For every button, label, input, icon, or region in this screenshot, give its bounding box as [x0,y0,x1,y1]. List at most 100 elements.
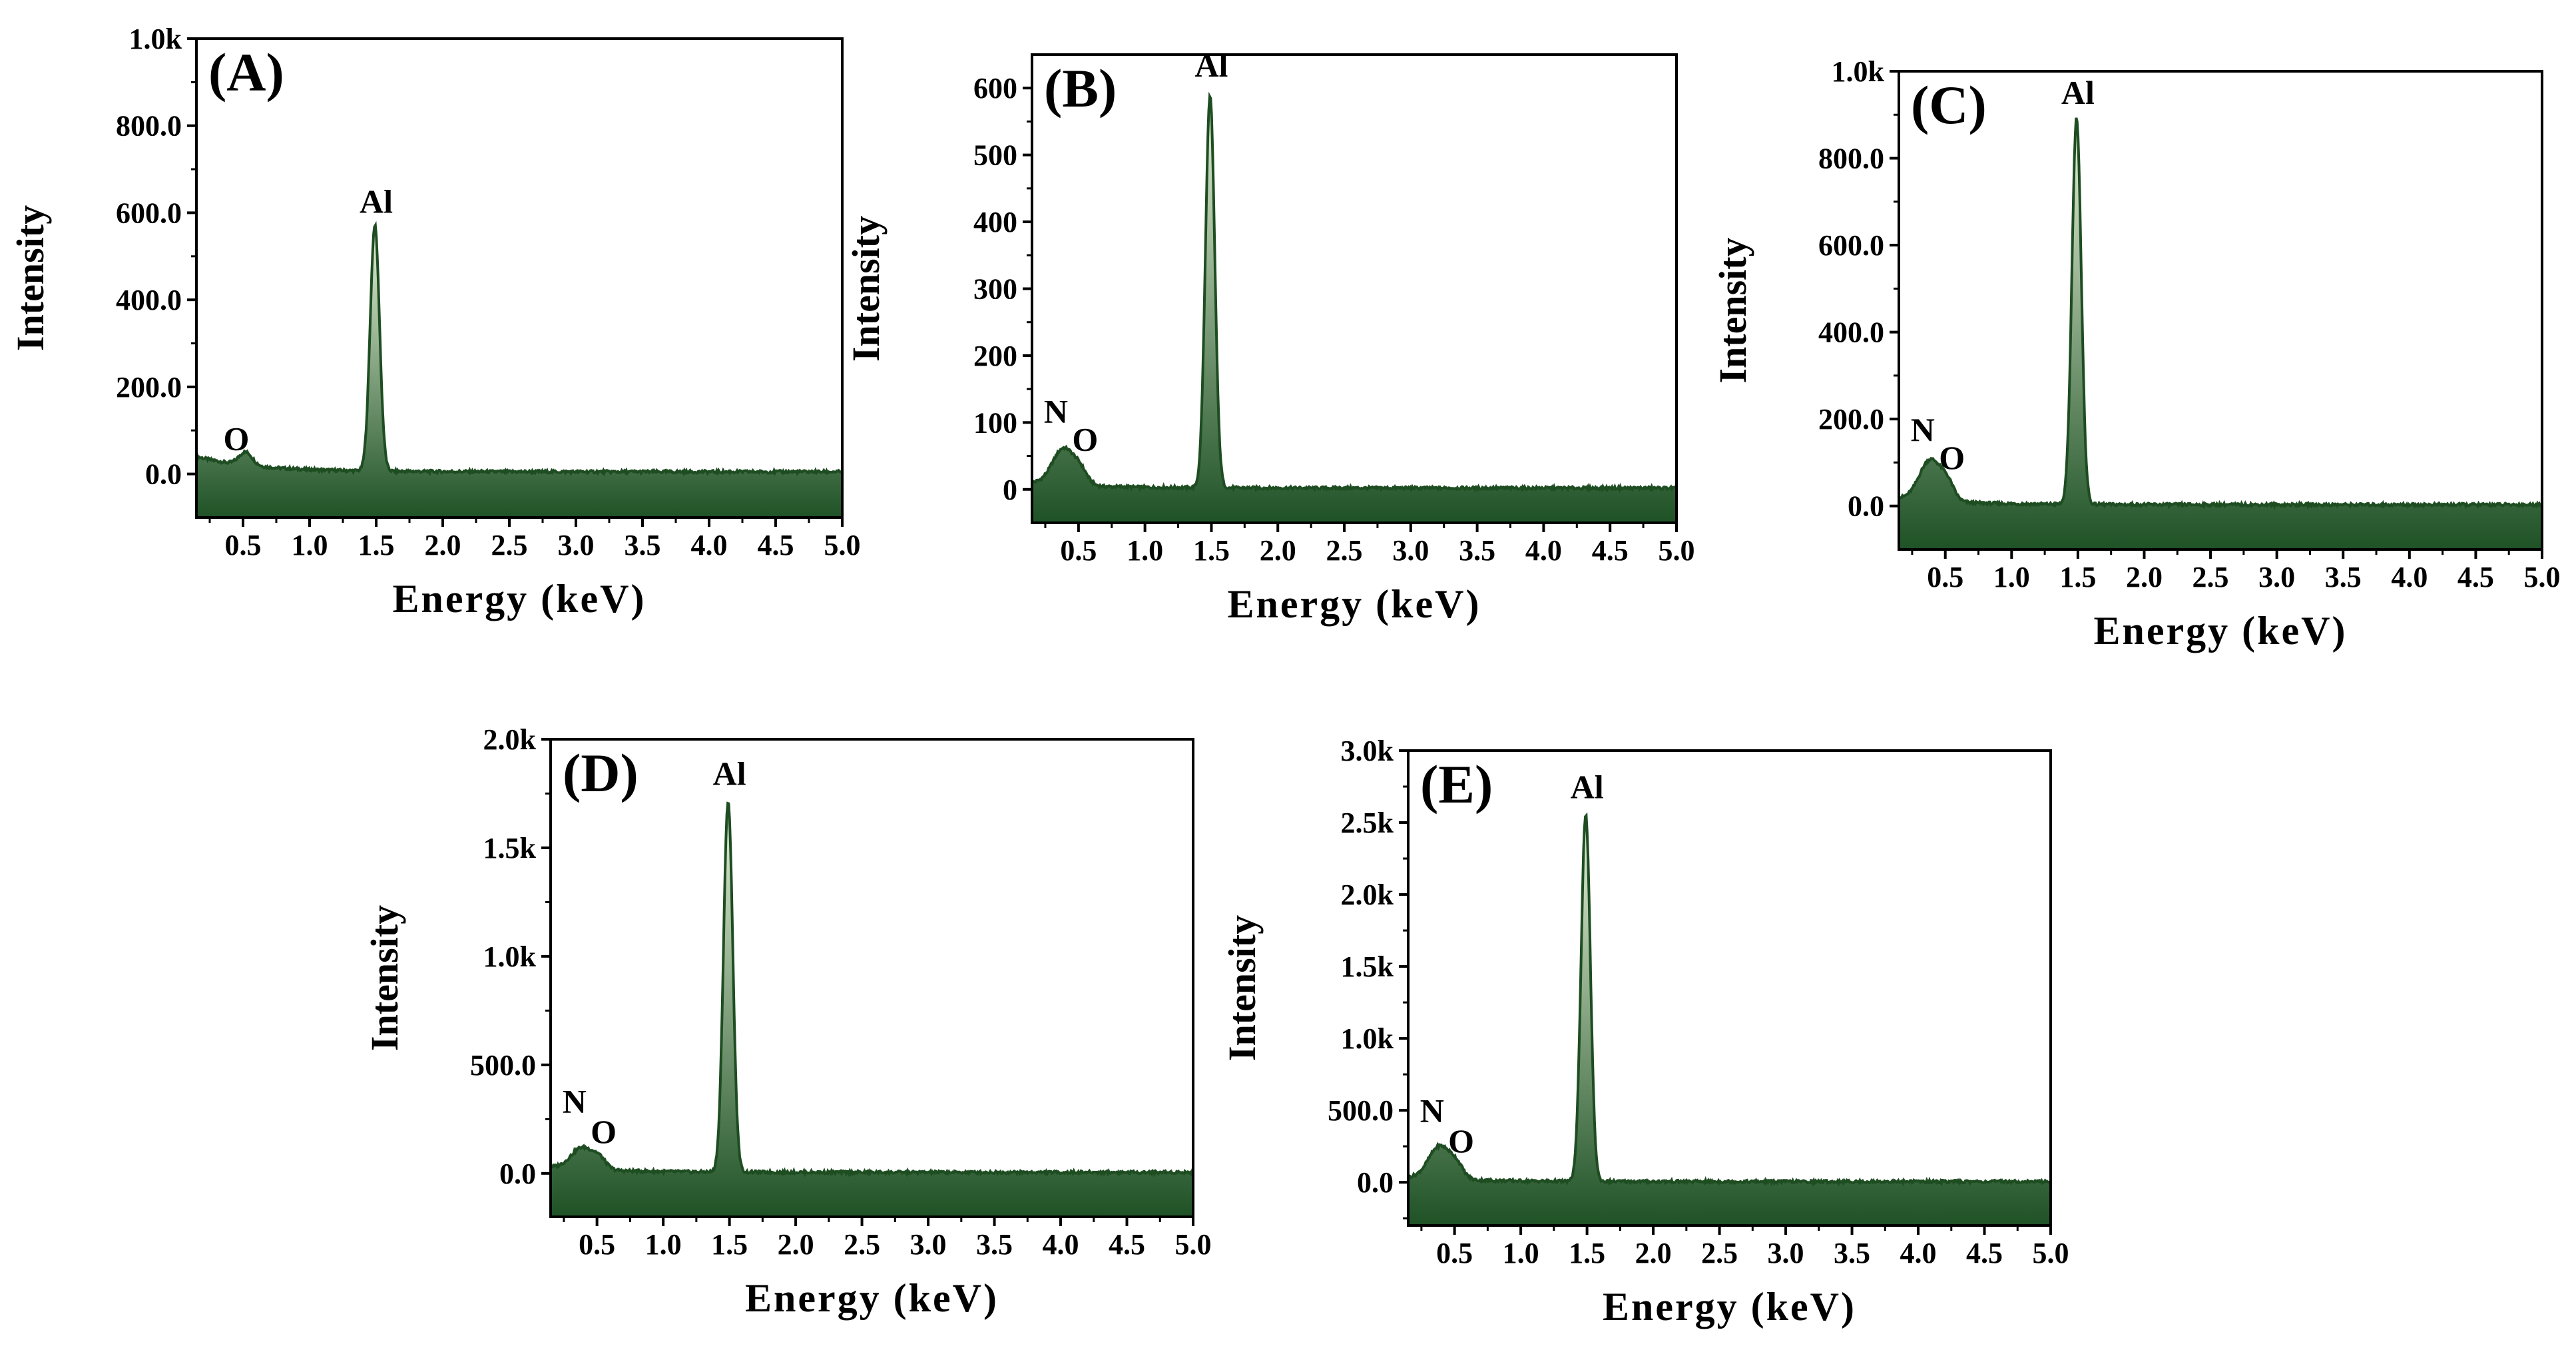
x-axis-label: Energy (keV) [1603,1285,1856,1329]
spectrum-line [1408,812,2051,1187]
x-tick-label: 1.0 [292,529,328,561]
x-tick-label: 1.0 [645,1228,682,1261]
x-tick-label: 0.5 [1436,1237,1473,1269]
panel-a: Intensity Energy (keV) 0.5 1.0 1.5 2.0 2.5 3.… [9,23,861,621]
x-tick-label: 1.5 [1193,534,1230,567]
peak-label: Al [1571,768,1604,805]
panel-d: Intensity Energy (keV) 0.5 1.0 1.5 2.0 2.5 3.… [363,723,1212,1320]
x-tick-label: 1.0 [1503,1237,1539,1269]
x-tick-label: 4.5 [2457,561,2494,593]
y-tick-label: 600.0 [1818,229,1884,262]
y-tick-label: 400.0 [116,284,182,316]
x-tick-label: 3.5 [2325,561,2362,593]
x-tick-label: 2.5 [2192,561,2229,593]
y-tick-label: 600 [973,72,1017,105]
peak-label: O [1448,1122,1474,1160]
spectrum-area [1408,815,2051,1225]
x-tick-label: 0.5 [1927,561,1963,593]
y-tick-label: 800.0 [116,110,182,143]
peak-label: Al [713,755,746,792]
plot-frame [195,37,844,519]
y-tick-label: 800.0 [1818,143,1884,175]
peak-label: O [1072,421,1098,458]
x-tick-label: 4.0 [1525,534,1562,567]
x-axis-label: Energy (keV) [393,577,646,621]
panel-c: Intensity Energy (keV) 0.5 1.0 1.5 2.0 2.5 3.… [1711,55,2561,653]
y-tick-label: 0.0 [1848,490,1884,523]
x-tick-label: 5.0 [2033,1237,2069,1269]
spectrum-line [551,801,1193,1178]
x-tick-label: 1.0 [1127,534,1163,567]
x-tick-label: 0.5 [225,529,262,561]
peak-label: N [1911,411,1935,448]
x-tick-label: 2.5 [1701,1237,1738,1269]
x-tick-label: 3.0 [558,529,595,561]
x-tick-label: 0.5 [579,1228,615,1261]
panel-label: (C) [1911,75,1987,135]
panel-label: (E) [1420,754,1493,815]
x-tick-label: 4.5 [1109,1228,1145,1261]
plot-frame [1407,749,2052,1227]
x-tick-label: 4.5 [1966,1237,2003,1269]
y-tick-label: 2.0k [483,723,537,756]
x-axis-label: Energy (keV) [745,1276,999,1320]
y-tick-label: 200.0 [116,371,182,404]
x-tick-label: 2.0 [1260,534,1296,567]
panel-b: Intensity Energy (keV) 0.5 1.0 1.5 2.0 2.5 3.… [844,47,1695,626]
panel-label: (D) [563,743,639,803]
spectrum-area [551,803,1193,1217]
y-tick-label: 300 [973,273,1017,306]
peak-label: O [591,1113,617,1150]
x-tick-label: 4.0 [691,529,728,561]
x-tick-label: 5.0 [824,529,861,561]
x-tick-label: 3.5 [1459,534,1495,567]
y-tick-label: 200.0 [1818,403,1884,436]
y-tick-label: 0 [1003,474,1017,506]
x-tick-label: 1.5 [1569,1237,1605,1269]
spectrum-line [196,220,842,478]
x-tick-label: 2.5 [844,1228,880,1261]
y-tick-label: 0.0 [499,1158,536,1190]
x-tick-label: 3.0 [2258,561,2295,593]
x-tick-label: 4.0 [1043,1228,1079,1261]
x-tick-label: 2.0 [2126,561,2163,593]
x-tick-label: 3.5 [625,529,661,561]
panel-label: (A) [208,42,284,103]
x-tick-label: 2.0 [1635,1237,1672,1269]
y-tick-label: 600.0 [116,196,182,229]
x-tick-label: 2.0 [425,529,461,561]
y-axis-label: Intensity [9,205,52,351]
x-tick-label: 3.5 [1834,1237,1870,1269]
x-tick-label: 4.0 [2391,561,2428,593]
peak-label: N [1420,1092,1444,1129]
peak-label: O [1939,439,1965,476]
peak-label: N [563,1083,587,1120]
y-tick-label: 1.0k [1341,1022,1394,1055]
x-tick-label: 1.5 [711,1228,748,1261]
peak-label: O [224,420,250,458]
x-tick-label: 5.0 [2524,561,2561,593]
peak-label: Al [1194,47,1228,84]
x-tick-label: 2.0 [778,1228,814,1261]
y-tick-label: 0.0 [1357,1166,1394,1199]
x-tick-label: 3.0 [1768,1237,1804,1269]
x-tick-label: 1.5 [358,529,395,561]
y-tick-label: 100 [973,406,1017,439]
peak-label: N [1044,392,1068,430]
peak-label: Al [2061,74,2095,111]
plot-frame [1898,70,2543,551]
y-axis-label: Intensity [1220,915,1264,1061]
plot-frame [549,738,1194,1218]
x-tick-label: 3.5 [976,1228,1013,1261]
x-tick-label: 2.5 [1326,534,1363,567]
spectrum-area [1032,96,1676,523]
x-tick-label: 0.5 [1060,534,1097,567]
y-tick-label: 400 [973,206,1017,238]
panel-e: Intensity Energy (keV) 0.5 1.0 1.5 2.0 2.5 3.… [1220,735,2069,1329]
x-tick-label: 3.0 [1392,534,1429,567]
x-axis-label: Energy (keV) [2094,609,2348,653]
y-tick-label: 500.0 [470,1049,536,1082]
y-tick-label: 1.0k [129,23,182,55]
x-tick-label: 3.0 [910,1228,947,1261]
